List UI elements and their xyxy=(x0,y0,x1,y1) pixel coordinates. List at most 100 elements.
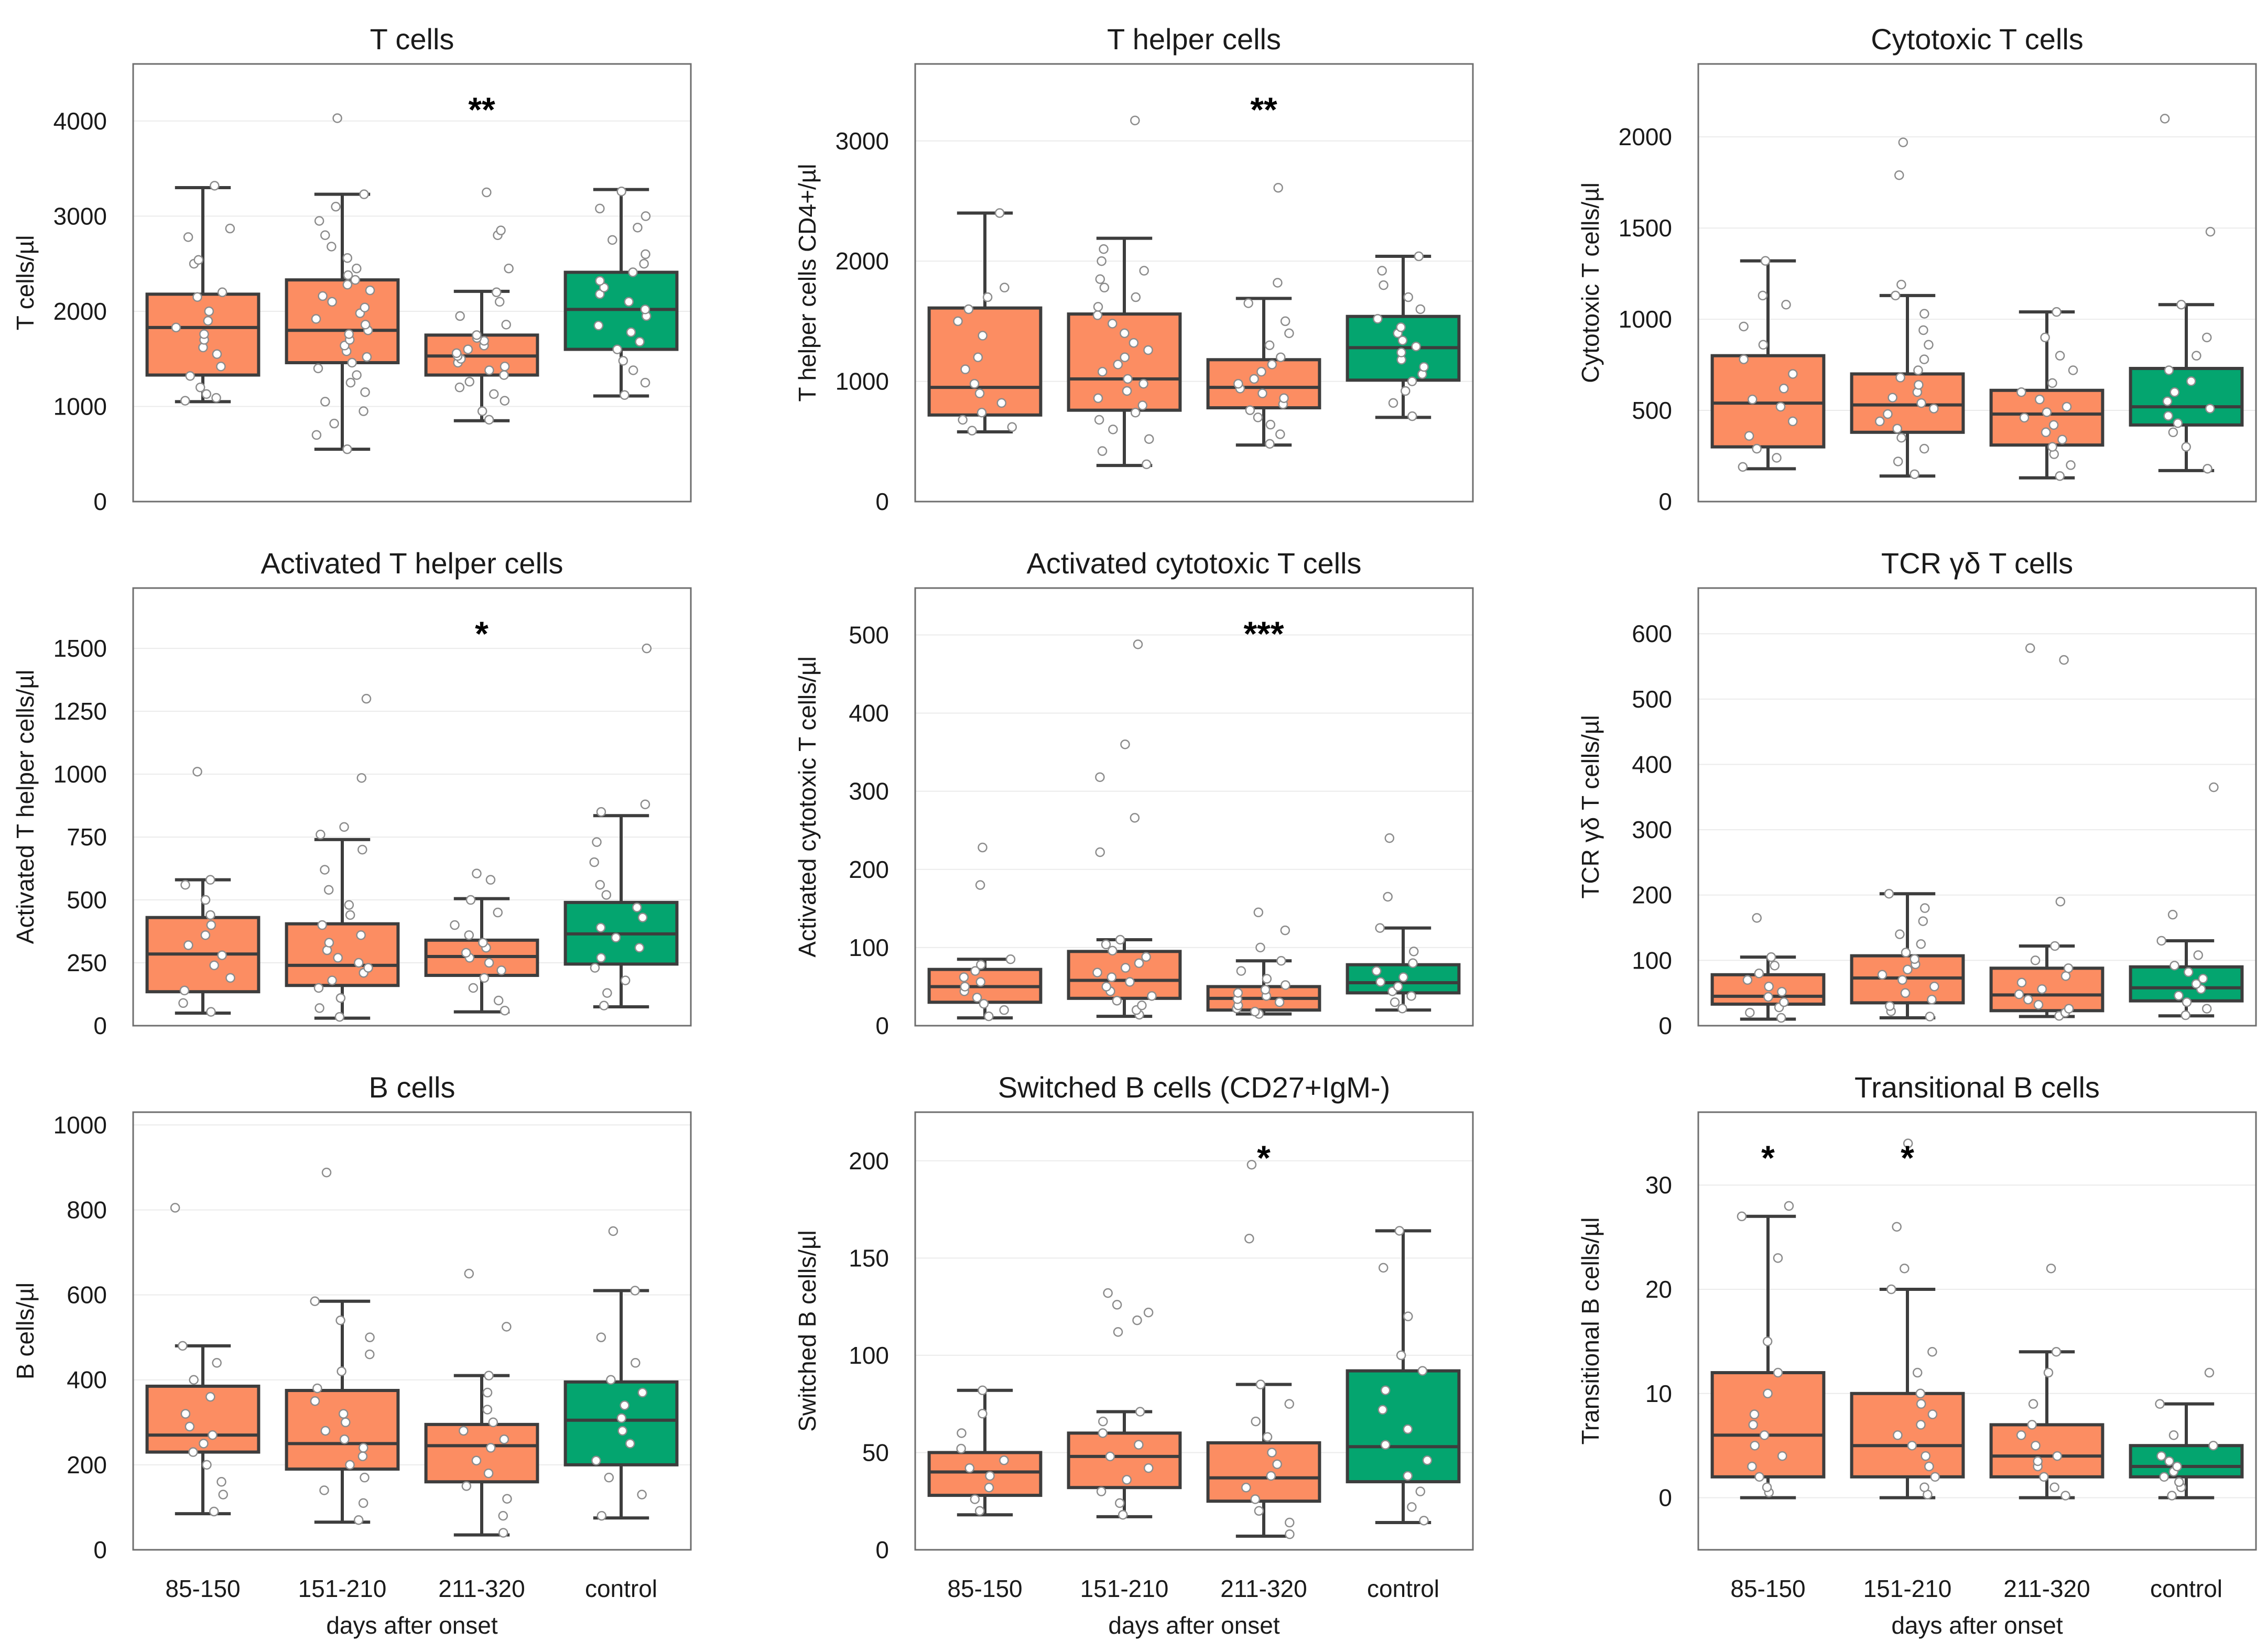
y-tick-label: 1000 xyxy=(53,1111,107,1138)
x-tick-label: 151-210 xyxy=(1863,1575,1952,1602)
data-point xyxy=(1134,1440,1144,1450)
data-point xyxy=(2162,396,2173,406)
data-point xyxy=(974,1506,985,1516)
y-tick-label: 200 xyxy=(67,1451,107,1479)
data-point xyxy=(357,844,367,855)
data-point xyxy=(960,982,970,992)
chart-title: B cells xyxy=(369,1071,455,1104)
data-point xyxy=(1137,1000,1147,1010)
data-point xyxy=(500,396,510,406)
data-point xyxy=(1093,393,1103,403)
data-point xyxy=(2042,407,2052,417)
data-point xyxy=(180,396,190,406)
chart-title: Switched B cells (CD27+IgM-) xyxy=(998,1071,1390,1104)
data-point xyxy=(335,993,346,1003)
data-point xyxy=(589,857,599,867)
y-tick-label: 30 xyxy=(1645,1171,1672,1199)
data-point xyxy=(1378,1263,1389,1273)
y-tick-label: 200 xyxy=(849,856,889,883)
box-85-150 xyxy=(145,181,261,406)
data-point xyxy=(180,880,190,890)
data-point xyxy=(1895,929,1905,939)
data-point xyxy=(1139,266,1149,276)
data-point xyxy=(595,922,606,933)
data-point xyxy=(994,208,1005,218)
box-151-210 xyxy=(1067,115,1182,470)
data-point xyxy=(209,1506,219,1517)
data-point xyxy=(1380,1440,1391,1450)
data-point xyxy=(1892,1222,1902,1232)
data-point xyxy=(1113,360,1123,369)
y-axis-label: T cells/µl xyxy=(12,235,39,331)
data-point xyxy=(1763,992,1773,1002)
data-point xyxy=(2201,1004,2212,1014)
data-point xyxy=(1773,1367,1783,1378)
box-85-150 xyxy=(1710,1201,1826,1499)
data-point xyxy=(359,406,368,416)
data-point xyxy=(2170,961,2179,971)
y-tick-label: 1500 xyxy=(53,635,107,662)
data-point xyxy=(1918,325,1928,335)
data-point xyxy=(1758,340,1769,350)
data-point xyxy=(1919,309,1929,319)
y-tick-label: 300 xyxy=(849,778,889,805)
data-point xyxy=(1005,954,1016,964)
data-point xyxy=(1097,446,1108,456)
data-point xyxy=(1264,340,1275,351)
data-point xyxy=(451,348,462,358)
data-point xyxy=(1122,1475,1132,1485)
data-point xyxy=(1896,279,1906,290)
data-point xyxy=(2057,434,2067,444)
chart-panel-7: B cells B cells/µl 0 200 400 600 800 1000 85-150… xyxy=(12,1071,692,1639)
data-point xyxy=(178,1341,188,1351)
data-point xyxy=(498,1510,508,1521)
data-point xyxy=(459,1426,469,1436)
data-point xyxy=(1419,1516,1429,1526)
y-tick-label: 4000 xyxy=(53,107,107,135)
box-151-210 xyxy=(1067,639,1182,1020)
data-point xyxy=(1787,416,1798,427)
data-point xyxy=(1095,274,1105,284)
plot-frame xyxy=(132,587,692,1027)
plot-frame xyxy=(914,63,1474,503)
data-point xyxy=(618,356,628,366)
y-tick-label: 400 xyxy=(849,700,889,727)
data-point xyxy=(310,1396,320,1406)
data-point xyxy=(334,1012,345,1022)
data-point xyxy=(200,895,211,905)
y-tick-label: 100 xyxy=(849,1342,889,1369)
data-point xyxy=(1737,1211,1747,1222)
data-point xyxy=(1877,970,1888,980)
data-point xyxy=(1913,365,1923,375)
x-axis-label: days after onset xyxy=(1891,1612,2063,1639)
data-point xyxy=(1379,280,1389,290)
data-point xyxy=(1092,310,1103,320)
data-point xyxy=(608,1226,619,1236)
data-point xyxy=(1137,400,1147,410)
data-point xyxy=(323,885,334,895)
chart-panel-6: TCR γδ T cells TCR γδ T cells/µl 0 100 200 30… xyxy=(1577,547,2257,1039)
data-point xyxy=(1397,1003,1407,1014)
plot-frame xyxy=(914,1111,1474,1551)
data-point xyxy=(477,406,487,416)
data-point xyxy=(1900,1263,1910,1274)
data-point xyxy=(2203,464,2212,474)
data-point xyxy=(188,1447,198,1457)
data-point xyxy=(1742,975,1753,985)
data-point xyxy=(1752,443,1762,454)
x-tick-label: 85-150 xyxy=(165,1575,240,1602)
data-point xyxy=(1901,948,1911,958)
data-point xyxy=(1415,304,1426,314)
data-point xyxy=(2055,471,2065,481)
data-point xyxy=(331,202,341,212)
data-point xyxy=(1777,986,1787,997)
data-point xyxy=(1377,1405,1388,1415)
data-point xyxy=(341,1417,351,1428)
data-point xyxy=(1133,639,1143,649)
data-point xyxy=(2033,1456,2043,1466)
data-point xyxy=(1750,1440,1760,1451)
data-point xyxy=(2051,1347,2062,1357)
data-point xyxy=(1784,1201,1794,1211)
data-point xyxy=(2176,300,2186,310)
data-point xyxy=(977,407,987,418)
